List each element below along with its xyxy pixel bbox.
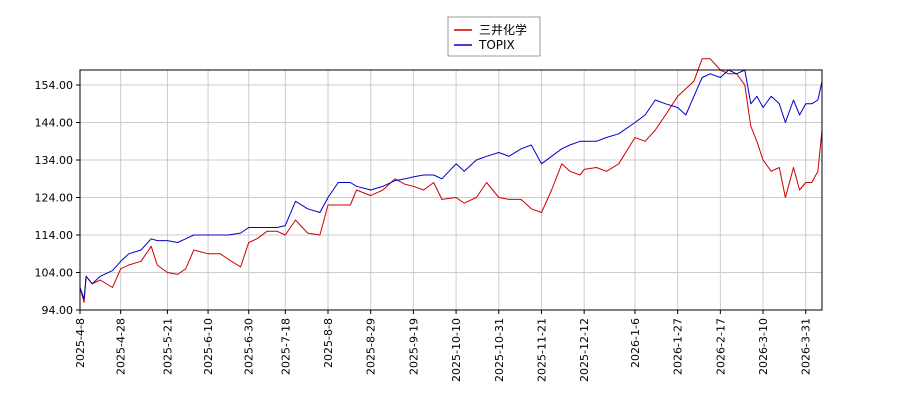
x-tick-label: 2026-3-31 [800, 318, 813, 375]
x-tick-label: 2025-10-10 [450, 318, 463, 382]
y-tick-label: 94.00 [42, 304, 74, 317]
x-tick-label: 2025-4-8 [74, 318, 87, 368]
y-tick-label: 144.00 [35, 117, 74, 130]
plot-area-frame [79, 69, 823, 311]
x-tick-label: 2025-6-10 [202, 318, 215, 375]
x-tick-label: 2025-7-18 [279, 318, 292, 375]
x-tick-label: 2025-8-8 [322, 318, 335, 368]
x-tick-label: 2025-4-28 [115, 318, 128, 375]
x-tick-label: 2025-6-30 [243, 318, 256, 375]
x-axis: 2025-4-8 2025-4-28 2025-5-21 2025-6-10 2025-… [74, 310, 813, 382]
x-tick-label: 2025-8-29 [365, 318, 378, 375]
x-tick-label: 2025-9-19 [407, 318, 420, 375]
legend: 三井化学 TOPIX [447, 16, 541, 57]
x-tick-label: 2025-11-21 [535, 318, 548, 382]
x-tick-label: 2026-3-10 [757, 318, 770, 375]
y-tick-label: 124.00 [35, 192, 74, 205]
y-tick-label: 104.00 [35, 267, 74, 280]
y-tick-label: 134.00 [35, 154, 74, 167]
x-tick-label: 2025-12-12 [578, 318, 591, 382]
x-tick-label: 2025-10-31 [493, 318, 506, 382]
x-tick-label: 2026-1-6 [629, 318, 642, 368]
series-lines [79, 58, 823, 303]
legend-label-0: 三井化学 [479, 22, 527, 37]
legend-label-1: TOPIX [478, 38, 515, 52]
x-tick-label: 2026-1-27 [672, 318, 685, 375]
x-tick-label: 2025-5-21 [161, 318, 174, 375]
series-line-0 [79, 58, 823, 303]
x-tick-label: 2026-2-17 [714, 318, 727, 375]
legend-box [447, 16, 541, 57]
y-tick-label: 154.00 [35, 79, 74, 92]
y-axis: 94.00 104.00 114.00 124.00 134.00 144.00 154.0… [35, 79, 80, 317]
series-line-1 [79, 69, 823, 300]
y-tick-label: 114.00 [35, 229, 74, 242]
grid-lines [79, 70, 822, 311]
